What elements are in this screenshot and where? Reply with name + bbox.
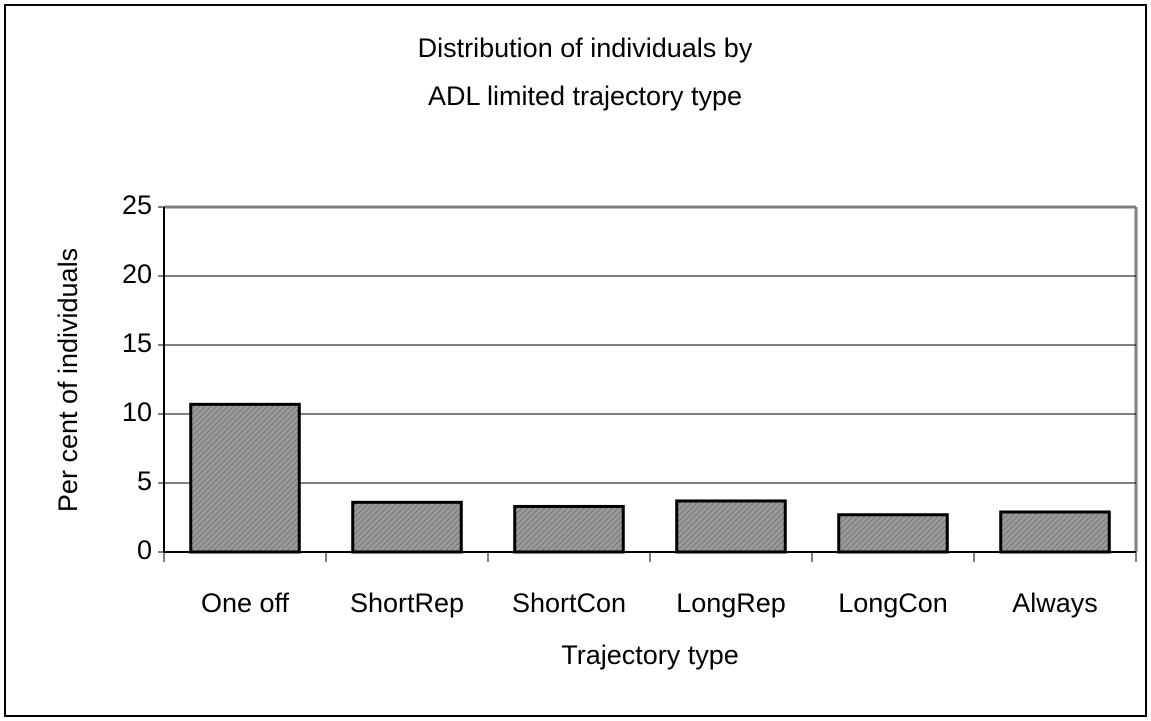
chart-title: Distribution of individuals by: [418, 33, 753, 63]
chart-title: ADL limited trajectory type: [428, 81, 742, 111]
bar: [189, 402, 301, 554]
bar: [837, 513, 949, 554]
bar: [675, 499, 787, 554]
chart-frame: [4, 4, 1147, 717]
x-tick-label: LongCon: [838, 588, 948, 618]
x-tick-label: One off: [201, 588, 290, 618]
y-tick-label: 10: [122, 397, 152, 427]
x-tick-label: ShortCon: [512, 588, 626, 618]
x-tick-label: LongRep: [676, 588, 786, 618]
x-tick-label: ShortRep: [350, 588, 464, 618]
bar: [999, 510, 1111, 554]
y-tick-label: 0: [137, 535, 152, 565]
y-tick-label: 15: [122, 328, 152, 358]
y-tick-label: 5: [137, 466, 152, 496]
y-tick-label: 20: [122, 259, 152, 289]
x-axis-label: Trajectory type: [561, 640, 739, 670]
y-tick-label: 25: [122, 190, 152, 220]
y-axis-label: Per cent of individuals: [53, 248, 83, 512]
bar: [351, 500, 463, 554]
x-tick-label: Always: [1012, 588, 1098, 618]
bar: [513, 504, 625, 554]
